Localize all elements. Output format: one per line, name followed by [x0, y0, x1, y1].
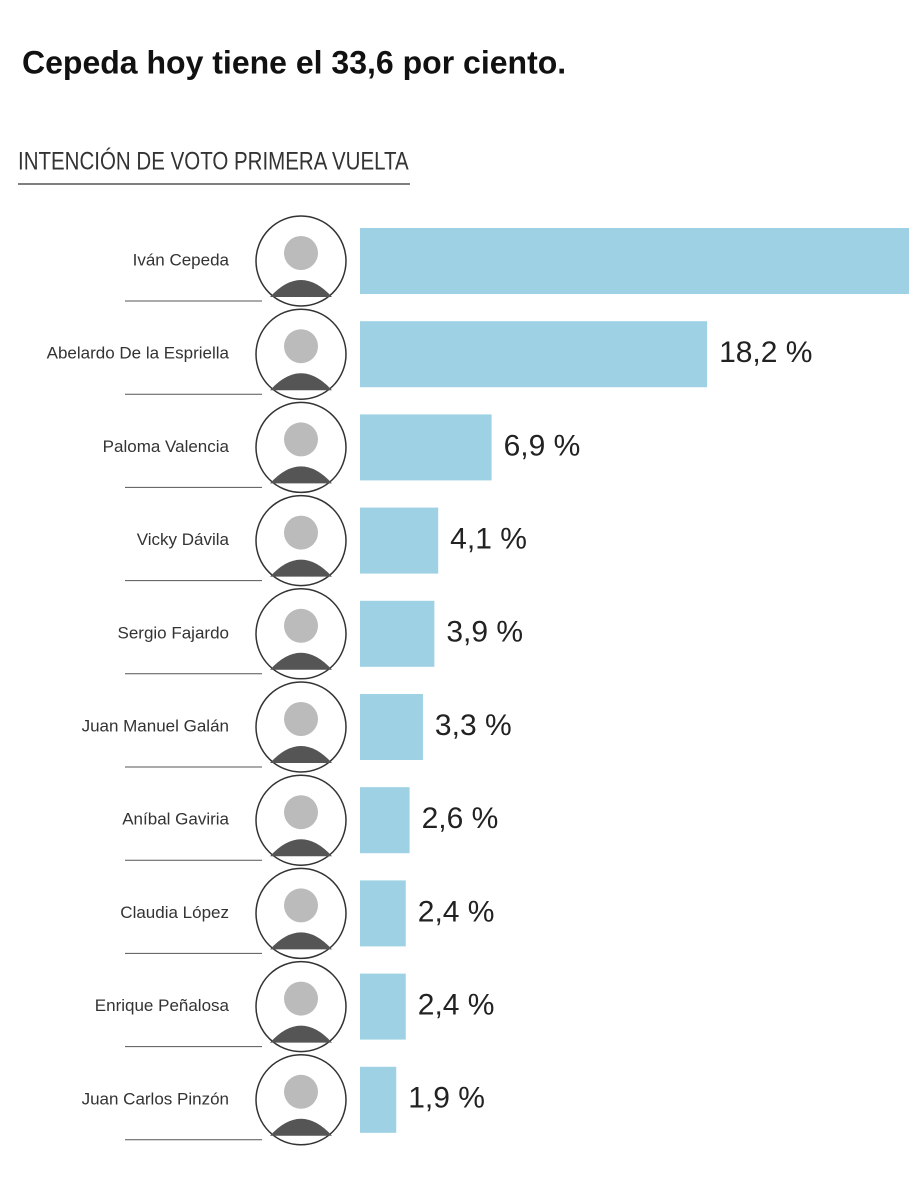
- value-label: 4,1 %: [450, 523, 527, 556]
- value-label: 3,9 %: [446, 616, 523, 649]
- portrait-face: [284, 702, 318, 736]
- category-label: Vicky Dávila: [137, 530, 230, 549]
- category-label: Enrique Peñalosa: [95, 996, 230, 1015]
- value-label: 18,2 %: [719, 336, 812, 369]
- bar: [360, 787, 410, 854]
- portrait-body: [270, 559, 332, 577]
- category-label: Iván Cepeda: [133, 250, 230, 269]
- bar: [360, 1066, 397, 1133]
- portrait-body: [270, 746, 332, 763]
- portrait-face: [284, 422, 318, 457]
- portrait-body: [270, 1025, 332, 1043]
- portrait-body: [270, 466, 332, 484]
- bar: [360, 321, 708, 388]
- portrait-body: [270, 652, 332, 670]
- portrait-face: [284, 888, 318, 923]
- bar: [360, 507, 439, 574]
- portrait-face: [284, 236, 318, 270]
- value-label: 3,3 %: [435, 709, 512, 742]
- bar: [360, 414, 492, 481]
- portrait-face: [284, 515, 318, 550]
- portrait-face: [284, 608, 318, 643]
- category-label: Paloma Valencia: [103, 437, 230, 456]
- category-label: Claudia López: [120, 903, 229, 922]
- category-label: Aníbal Gaviria: [122, 810, 229, 829]
- bar: [360, 880, 406, 947]
- bar: [360, 973, 406, 1040]
- portrait-body: [270, 280, 332, 297]
- portrait-face: [284, 981, 318, 1016]
- portrait-body: [270, 373, 332, 391]
- bar: [360, 600, 435, 667]
- post-title: Cepeda hoy tiene el 33,6 por ciento.: [22, 44, 566, 80]
- portrait-body: [270, 839, 332, 857]
- portrait-body: [270, 1118, 332, 1136]
- category-label: Abelardo De la Espriella: [47, 344, 230, 363]
- portrait-face: [284, 795, 318, 830]
- value-label: 1,9 %: [408, 1082, 485, 1115]
- value-label: 2,6 %: [422, 802, 499, 835]
- portrait-body: [270, 932, 332, 950]
- chart-title: INTENCIÓN DE VOTO PRIMERA VUELTA: [18, 147, 409, 175]
- bar: [360, 694, 423, 760]
- category-label: Juan Manuel Galán: [82, 716, 229, 735]
- bar: [360, 228, 909, 294]
- value-label: 2,4 %: [418, 989, 495, 1022]
- portrait-face: [284, 329, 318, 364]
- category-label: Juan Carlos Pinzón: [82, 1089, 229, 1108]
- value-label: 2,4 %: [418, 895, 495, 928]
- category-label: Sergio Fajardo: [117, 623, 229, 642]
- value-label: 6,9 %: [504, 429, 581, 462]
- portrait-face: [284, 1074, 318, 1109]
